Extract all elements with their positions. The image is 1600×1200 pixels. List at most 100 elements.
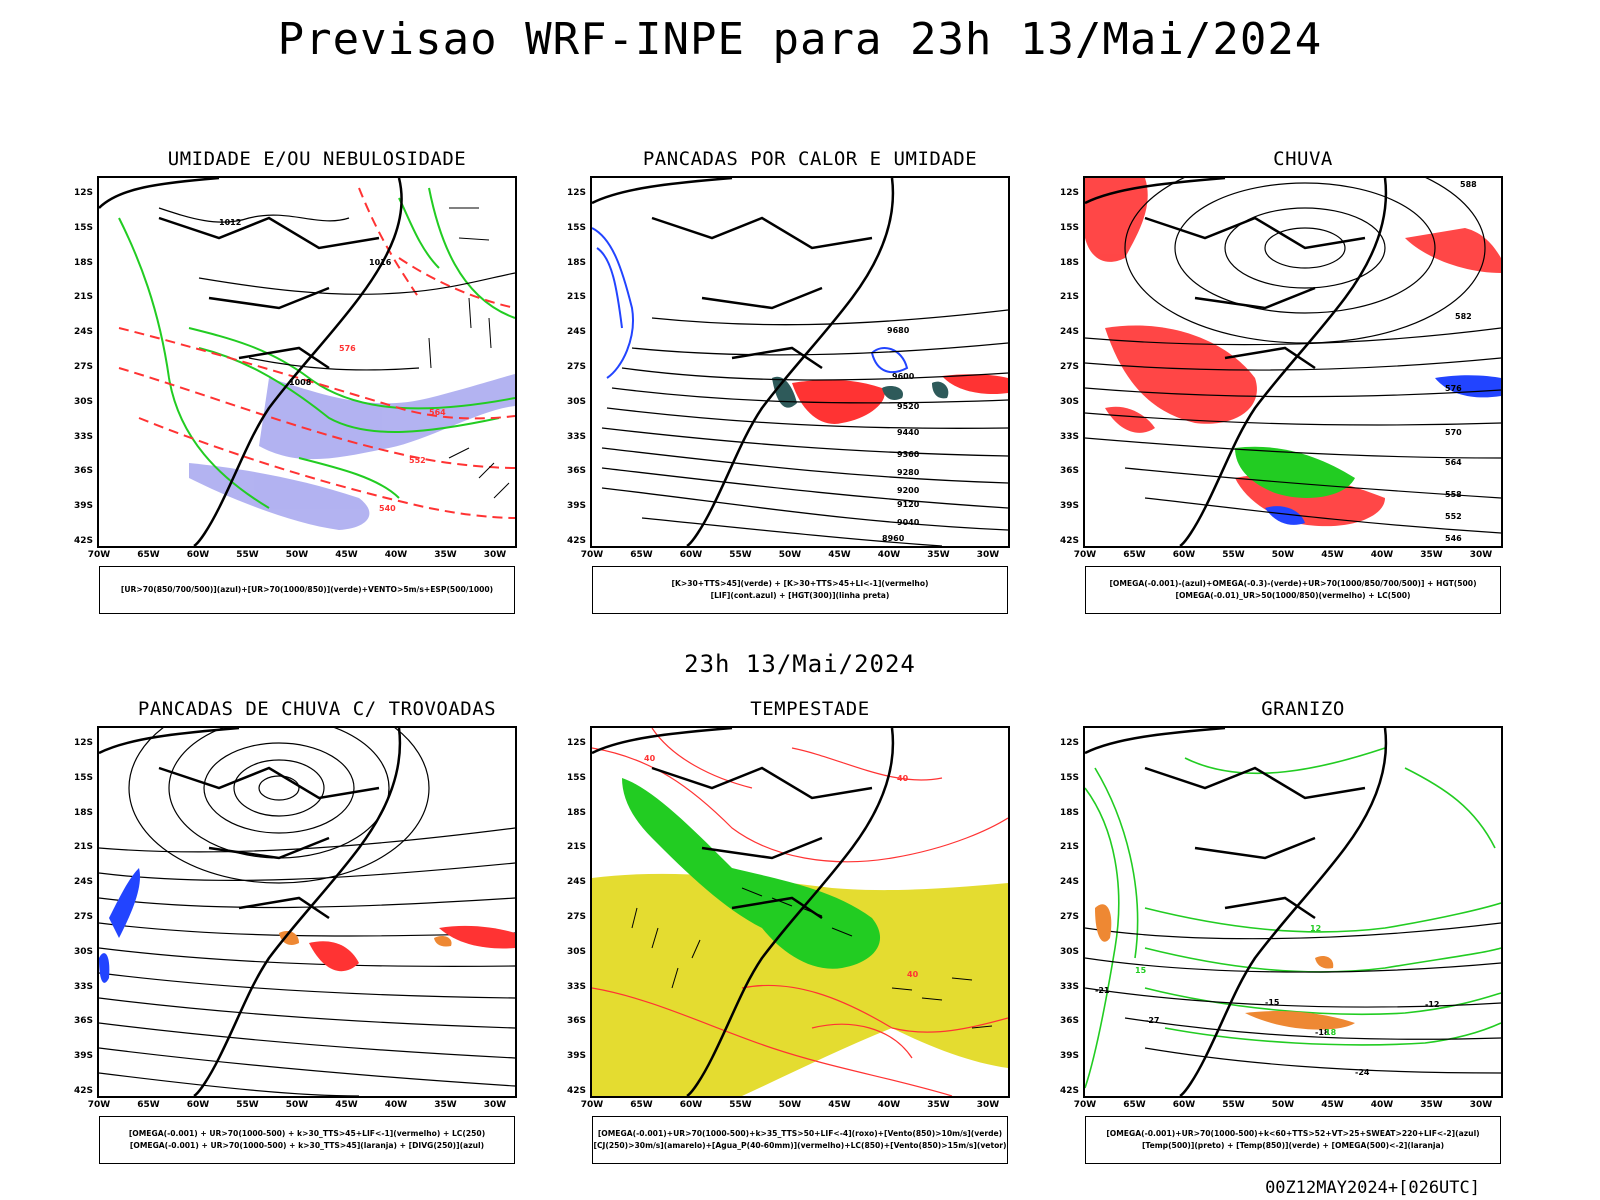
panel-legend: [OMEGA(-0.001) + UR>70(1000-500) + k>30_… — [99, 1116, 515, 1164]
lat-tick-label: 36S — [73, 1016, 93, 1027]
hgt300-contours — [601, 309, 1008, 546]
lat-tick-label: 15S — [73, 222, 93, 233]
contour-label: 552 — [409, 456, 426, 465]
hgt500-contours — [1085, 178, 1501, 534]
blue-lif-contours — [592, 227, 909, 410]
contour-label: 1016 — [369, 258, 392, 267]
lon-tick-label: 45W — [335, 1100, 358, 1110]
map-plot — [99, 178, 515, 546]
lat-tick-label: 27S — [73, 362, 93, 372]
lat-tick-label: 18S — [566, 257, 586, 268]
lon-tick-label: 70W — [1073, 1100, 1097, 1110]
lon-tick-label: 45W — [335, 550, 358, 560]
pressure-contours — [158, 207, 515, 371]
panel-legend: [OMEGA(-0.001)+UR>70(1000-500)+k>35_TTS>… — [592, 1116, 1008, 1164]
legend-line-2: [Temp(500)](preto) + [Temp(850)](verde) … — [1141, 1141, 1445, 1150]
contour-label: 582 — [1455, 312, 1472, 321]
lon-tick-label: 70W — [87, 1100, 111, 1110]
lon-tick-label: 65W — [630, 550, 653, 560]
lon-tick-label: 60W — [679, 1100, 703, 1110]
lat-tick-label: 21S — [566, 292, 586, 303]
lat-tick-label: 24S — [1059, 327, 1079, 338]
lat-tick-label: 33S — [73, 981, 93, 992]
legend-line-1: [OMEGA(-0.001) + UR>70(1000-500) + k>30_… — [128, 1129, 486, 1138]
lat-tick-label: 36S — [1059, 1016, 1079, 1027]
contour-label: 9200 — [897, 486, 920, 495]
map-frame: -12 -15 -18 -21 -24 -27 12 15 18 — [1083, 726, 1503, 1098]
contour-label: 1012 — [219, 218, 242, 227]
contour-label: 8960 — [882, 534, 905, 543]
contour-label: 40 — [897, 774, 909, 783]
lat-tick-label: 30S — [73, 946, 93, 957]
continent-outline — [99, 728, 402, 1096]
lon-tick-label: 45W — [1321, 1100, 1344, 1110]
panel-title: PANCADAS DE CHUVA C/ TROVOADAS — [137, 698, 497, 720]
yellow-jet-area — [592, 873, 1008, 1096]
lon-tick-label: 65W — [137, 1100, 160, 1110]
model-run-footer: 00Z12MAY2024+[026UTC] — [1265, 1178, 1480, 1198]
legend-line-1: [OMEGA(-0.001)-(azul)+OMEGA(-0.3)-(verde… — [1109, 579, 1477, 588]
legend-line-1: [OMEGA(-0.001)+UR>70(1000-500)+k>35_TTS>… — [597, 1129, 1003, 1138]
contour-label: 15 — [1135, 966, 1147, 975]
lat-tick-label: 15S — [1059, 222, 1079, 233]
lat-tick-label: 24S — [73, 327, 93, 338]
lon-tick-label: 60W — [679, 550, 703, 560]
forecast-time-title: 23h 13/Mai/2024 — [684, 650, 916, 678]
contour-label: 40 — [644, 754, 656, 763]
lon-tick-label: 65W — [1123, 1100, 1146, 1110]
lon-tick-label: 50W — [778, 1100, 802, 1110]
contour-label: 40 — [907, 970, 919, 979]
contour-label: -21 — [1095, 986, 1110, 995]
lat-tick-label: 39S — [1059, 501, 1079, 512]
contour-label: 564 — [429, 408, 446, 417]
blue-divergence-area — [99, 868, 140, 983]
lat-tick-label: 39S — [73, 501, 93, 512]
panel-title: TEMPESTADE — [750, 698, 870, 720]
lat-tick-label: 12S — [1059, 188, 1079, 198]
lon-tick-label: 35W — [927, 1100, 950, 1110]
contour-label: -15 — [1265, 998, 1280, 1007]
teal-convection-area — [772, 376, 949, 408]
lat-tick-label: 36S — [73, 466, 93, 477]
lat-tick-label: 42S — [1059, 1086, 1079, 1096]
map-plot — [1085, 178, 1501, 546]
lon-tick-label: 50W — [778, 550, 802, 560]
lat-tick-label: 24S — [566, 327, 586, 338]
continent-outline — [1085, 178, 1388, 546]
map-frame: 1012 1016 1008 540 552 564 576 — [97, 176, 517, 548]
lat-tick-label: 30S — [73, 396, 93, 407]
lon-tick-label: 70W — [87, 550, 111, 560]
panel-title: GRANIZO — [1261, 698, 1345, 720]
continent-outline — [592, 178, 895, 546]
lat-tick-label: 42S — [73, 536, 93, 546]
legend-line-2: [LIF](cont.azul) + [HGT(300)](linha pret… — [710, 591, 890, 600]
contour-label: 576 — [1445, 384, 1462, 393]
lon-tick-label: 70W — [580, 1100, 604, 1110]
contour-label: 576 — [339, 344, 356, 353]
lat-tick-label: 15S — [566, 772, 586, 783]
map-plot — [592, 728, 1008, 1096]
contour-label: 540 — [379, 504, 396, 513]
map-plot — [592, 178, 1008, 546]
lat-tick-label: 33S — [566, 981, 586, 992]
lat-tick-label: 42S — [73, 1086, 93, 1096]
lon-tick-label: 50W — [1271, 1100, 1295, 1110]
lon-tick-label: 50W — [285, 1100, 309, 1110]
contour-label: 12 — [1310, 924, 1322, 933]
lat-tick-label: 39S — [1059, 1051, 1079, 1062]
lat-tick-label: 30S — [1059, 396, 1079, 407]
lat-tick-label: 30S — [1059, 946, 1079, 957]
contour-label: 9440 — [897, 428, 920, 437]
contour-label: 9280 — [897, 468, 920, 477]
contour-label: 546 — [1445, 534, 1462, 543]
lon-tick-label: 45W — [828, 550, 851, 560]
lon-tick-label: 30W — [483, 550, 507, 560]
lon-tick-label: 30W — [976, 550, 1000, 560]
lat-tick-label: 18S — [73, 807, 93, 818]
lon-tick-label: 40W — [877, 550, 901, 560]
red-precipitable-water-contours — [592, 728, 1008, 1096]
lat-tick-label: 18S — [566, 807, 586, 818]
green-wind850-area — [622, 778, 881, 969]
contour-label: 588 — [1460, 180, 1477, 189]
lon-tick-label: 60W — [1172, 1100, 1196, 1110]
